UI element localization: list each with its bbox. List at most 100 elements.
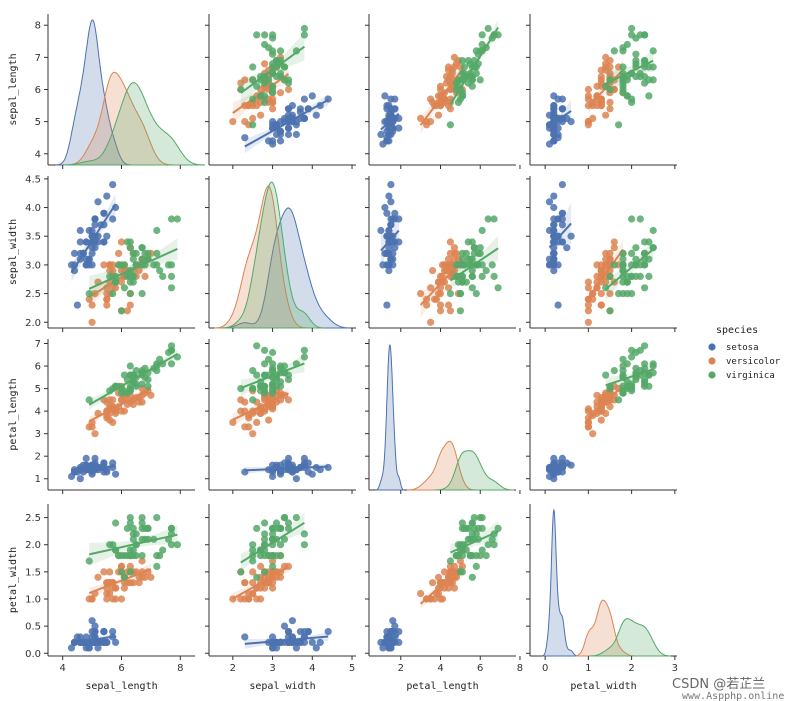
point-virginica — [464, 238, 472, 246]
point-virginica — [141, 249, 149, 257]
point-virginica — [458, 552, 466, 560]
point-setosa — [554, 124, 562, 132]
point-virginica — [628, 24, 636, 33]
regression-line-setosa — [380, 113, 400, 131]
point-versicolor — [123, 307, 131, 315]
point-virginica — [132, 380, 140, 388]
point-setosa — [300, 628, 308, 636]
point-virginica — [126, 568, 134, 576]
x-tick-label: 6 — [477, 663, 483, 674]
point-virginica — [641, 342, 649, 350]
regression-line-setosa — [244, 635, 329, 645]
point-virginica — [261, 31, 269, 39]
point-versicolor — [241, 118, 249, 126]
point-virginica — [126, 272, 134, 280]
point-virginica — [641, 261, 649, 269]
point-virginica — [490, 541, 498, 549]
point-setosa — [308, 638, 316, 647]
point-setosa — [383, 301, 391, 309]
point-versicolor — [249, 114, 257, 122]
point-versicolor — [269, 557, 277, 565]
kde-virginica — [434, 450, 515, 491]
point-virginica — [167, 524, 176, 533]
point-versicolor — [100, 261, 108, 269]
point-virginica — [623, 76, 631, 84]
point-versicolor — [597, 267, 605, 275]
point-virginica — [138, 519, 146, 527]
regression-line-virginica — [605, 59, 654, 85]
point-versicolor — [257, 111, 265, 119]
point-virginica — [261, 389, 269, 397]
regression-line-versicolor — [88, 568, 152, 595]
point-virginica — [464, 535, 472, 543]
point-virginica — [261, 535, 269, 543]
point-setosa — [292, 130, 300, 139]
point-versicolor — [249, 590, 257, 598]
point-setosa — [109, 628, 117, 636]
point-virginica — [144, 382, 152, 390]
point-virginica — [138, 380, 146, 388]
point-setosa — [100, 209, 108, 217]
point-setosa — [88, 261, 96, 269]
point-versicolor — [117, 278, 126, 286]
point-virginica — [276, 524, 285, 533]
regression-line-virginica — [449, 530, 499, 554]
point-setosa — [88, 617, 96, 625]
point-setosa — [280, 622, 289, 630]
point-versicolor — [249, 568, 257, 576]
point-virginica — [269, 552, 277, 560]
point-versicolor — [597, 95, 605, 103]
kde-virginica — [588, 618, 671, 657]
point-virginica — [468, 519, 476, 527]
point-virginica — [284, 79, 293, 87]
point-setosa — [550, 267, 558, 275]
point-virginica — [129, 535, 137, 543]
point-versicolor — [94, 573, 102, 581]
point-versicolor — [589, 114, 597, 122]
point-virginica — [123, 238, 131, 246]
y-tick-label: 4.5 — [25, 174, 41, 185]
point-versicolor — [606, 249, 614, 257]
point-setosa — [550, 249, 558, 257]
point-versicolor — [584, 307, 593, 315]
x-tick-label: 3 — [672, 663, 678, 674]
point-versicolor — [109, 584, 117, 592]
point-virginica — [300, 346, 308, 354]
point-virginica — [636, 272, 644, 280]
kde-versicolor — [575, 599, 636, 657]
point-versicolor — [444, 284, 453, 292]
point-virginica — [153, 367, 161, 375]
point-versicolor — [117, 238, 126, 246]
panel-sepal_length-vs-sepal_width — [205, 14, 356, 169]
point-versicolor — [584, 278, 593, 286]
point-versicolor — [593, 391, 601, 399]
point-versicolor — [117, 562, 126, 571]
regression-line-versicolor — [419, 565, 464, 605]
point-setosa — [91, 622, 99, 630]
point-virginica — [269, 89, 277, 97]
point-virginica — [249, 63, 257, 71]
point-versicolor — [237, 407, 245, 415]
legend: species setosa versicolor virginica — [708, 325, 781, 381]
point-setosa — [550, 454, 558, 462]
legend-label-virginica: virginica — [726, 371, 775, 381]
point-virginica — [237, 568, 245, 576]
point-versicolor — [229, 118, 237, 126]
point-setosa — [389, 215, 397, 223]
point-versicolor — [284, 396, 293, 404]
point-virginica — [117, 568, 126, 576]
regression-line-versicolor — [232, 392, 289, 421]
point-virginica — [623, 290, 631, 298]
point-virginica — [490, 215, 498, 223]
point-versicolor — [584, 295, 593, 303]
point-virginica — [300, 530, 308, 538]
point-setosa — [383, 232, 391, 240]
point-virginica — [173, 215, 181, 223]
point-virginica — [488, 261, 496, 269]
point-versicolor — [427, 284, 435, 292]
point-virginica — [269, 47, 277, 55]
point-setosa — [387, 198, 395, 206]
point-virginica — [120, 573, 128, 581]
point-setosa — [550, 255, 558, 263]
point-virginica — [269, 562, 277, 571]
